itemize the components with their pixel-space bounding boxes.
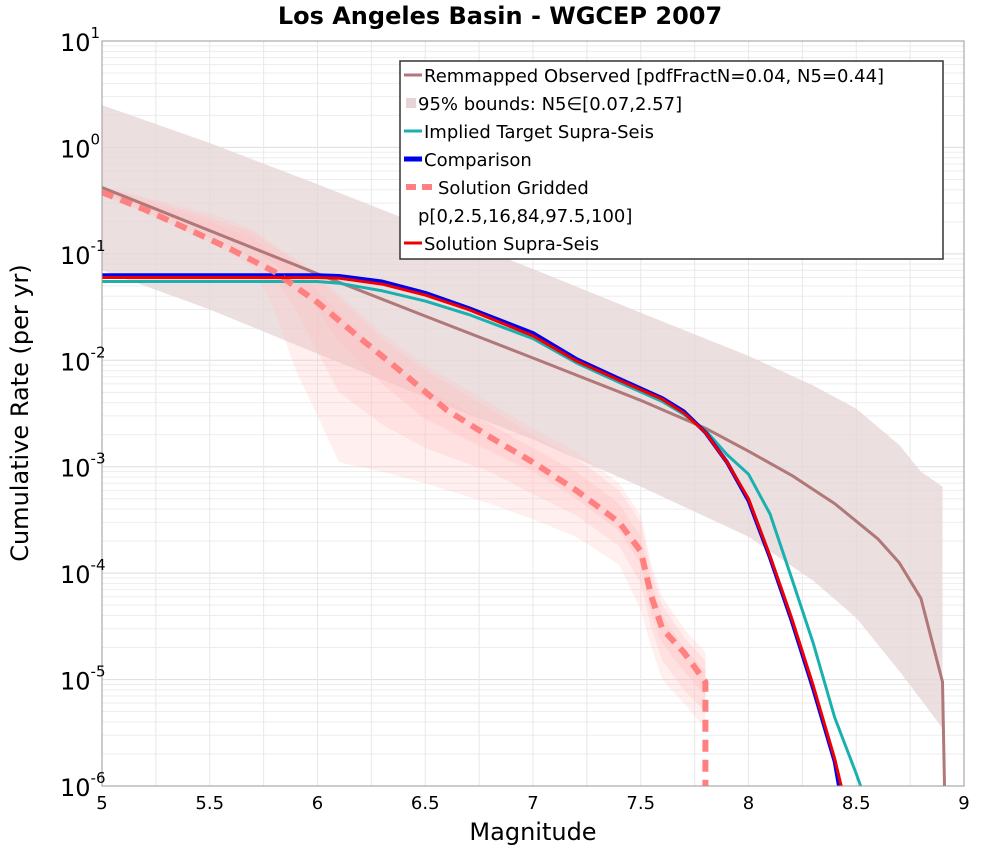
gridded-band-p0-p100	[102, 186, 706, 729]
series-line-solution	[102, 189, 709, 786]
y-tick-label: 101	[60, 24, 100, 57]
legend-label: Comparison	[424, 150, 532, 171]
y-tick-label: 10-3	[60, 450, 106, 483]
x-tick-label: 6	[312, 793, 323, 814]
legend-item: Solution Gridded	[406, 178, 589, 199]
legend-item: 95% bounds: N5∈[0.07,2.57]	[406, 94, 682, 115]
bounds-95-band	[102, 105, 943, 729]
x-tick-label: 5.5	[195, 793, 224, 814]
y-tick-label: 10-5	[60, 663, 106, 696]
legend-label: 95% bounds: N5∈[0.07,2.57]	[418, 94, 682, 115]
x-tick-label: 8	[743, 793, 754, 814]
legend-label: Remmapped Observed [pdfFractN=0.04, N5=0…	[424, 66, 884, 87]
legend-item: p[0,2.5,16,84,97.5,100]	[418, 206, 632, 227]
legend-swatch	[406, 98, 416, 108]
legend-item: Remmapped Observed [pdfFractN=0.04, N5=0…	[404, 66, 884, 87]
legend: Remmapped Observed [pdfFractN=0.04, N5=0…	[399, 60, 944, 260]
legend-item: Solution Supra-Seis	[404, 234, 599, 255]
y-tick-label: 10-4	[60, 556, 106, 589]
y-tick-label: 10-2	[60, 343, 106, 376]
y-tick-label: 10-1	[60, 237, 106, 270]
x-axis-label: Magnitude	[469, 818, 596, 846]
legend-item: Comparison	[404, 150, 532, 171]
x-tick-label: 5	[96, 793, 107, 814]
legend-label: Implied Target Supra-Seis	[424, 122, 654, 143]
x-axis-ticks: 5 5.5 6 6.5 7 7.5 8 8.5 9	[96, 793, 969, 814]
y-axis-label: Cumulative Rate (per yr)	[6, 264, 34, 562]
x-tick-label: 9	[958, 793, 969, 814]
x-tick-label: 7	[527, 793, 538, 814]
series-line-solution	[102, 276, 843, 786]
legend-label: p[0,2.5,16,84,97.5,100]	[418, 206, 632, 227]
x-tick-label: 7.5	[626, 793, 655, 814]
series-line-implied	[102, 280, 863, 786]
y-axis-ticks: 101 100 10-1 10-2 10-3 10-4 10-5 10-6	[60, 24, 106, 802]
x-tick-label: 8.5	[842, 793, 871, 814]
x-tick-label: 6.5	[411, 793, 440, 814]
data-layer	[102, 105, 947, 786]
series-line-remmapped	[102, 186, 947, 786]
chart-title: Los Angeles Basin - WGCEP 2007	[278, 2, 722, 30]
legend-label: Solution Gridded	[438, 178, 589, 199]
legend-item: Implied Target Supra-Seis	[404, 122, 654, 143]
y-tick-label: 100	[60, 130, 100, 163]
legend-box	[399, 60, 944, 260]
legend-label: Solution Supra-Seis	[424, 234, 599, 255]
plot-frame	[101, 40, 965, 787]
y-tick-label: 10-6	[60, 769, 106, 802]
plot-area	[101, 40, 965, 787]
